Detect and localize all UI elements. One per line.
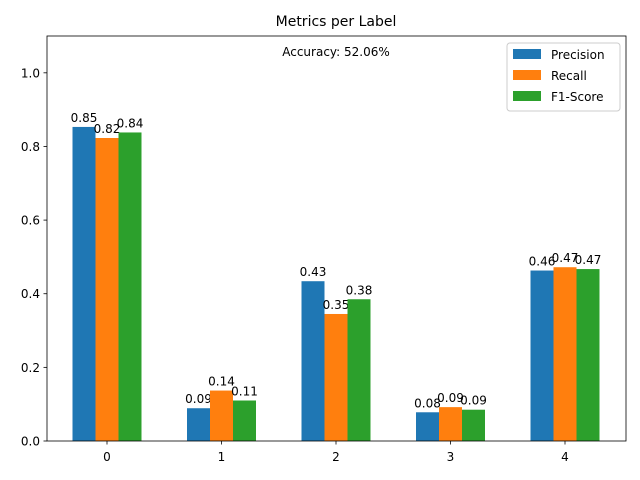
legend-label-recall: Recall xyxy=(551,69,587,83)
bar-precision-1 xyxy=(187,408,210,441)
bar-f1-score-1 xyxy=(233,400,256,441)
bar-precision-0 xyxy=(72,126,96,441)
legend-swatch-f1-score xyxy=(513,91,541,101)
bar-label-recall-2: 0.35 xyxy=(323,298,350,312)
y-tick-label: 0.6 xyxy=(21,214,40,228)
legend-label-f1-score: F1-Score xyxy=(551,90,603,104)
x-tick-label: 4 xyxy=(561,450,569,464)
bar-precision-3 xyxy=(416,412,439,441)
legend: Precision Recall F1-Score xyxy=(506,42,621,112)
bar-label-f1-score-0: 0.84 xyxy=(117,116,144,130)
y-tick-label: 0.2 xyxy=(21,361,40,375)
accuracy-annotation: Accuracy: 52.06% xyxy=(282,45,390,59)
bar-recall-3 xyxy=(439,407,462,441)
y-tick-label: 1.0 xyxy=(21,66,40,80)
y-tick-label: 0.0 xyxy=(21,435,40,449)
bar-label-f1-score-1: 0.11 xyxy=(231,385,258,399)
bar-label-recall-0: 0.82 xyxy=(94,122,121,136)
bar-f1-score-3 xyxy=(462,409,485,441)
chart-title: Metrics per Label xyxy=(276,14,397,30)
bar-label-f1-score-4: 0.47 xyxy=(575,253,602,267)
bar-label-recall-3: 0.09 xyxy=(437,391,464,405)
bar-label-precision-4: 0.46 xyxy=(529,255,556,269)
bar-label-precision-1: 0.09 xyxy=(185,392,212,406)
legend-swatch-precision xyxy=(513,49,541,59)
x-tick-label: 0 xyxy=(103,450,111,464)
bar-recall-2 xyxy=(324,313,348,441)
legend-swatch-recall xyxy=(513,70,541,80)
bar-precision-2 xyxy=(301,281,325,441)
bar-label-f1-score-2: 0.38 xyxy=(346,283,373,297)
x-tick-label: 1 xyxy=(218,450,226,464)
bar-f1-score-2 xyxy=(347,299,371,441)
bar-label-f1-score-3: 0.09 xyxy=(460,394,487,408)
axes-frame xyxy=(46,35,627,442)
bar-label-precision-2: 0.43 xyxy=(300,265,327,279)
bar-recall-1 xyxy=(210,390,233,441)
bar-f1-score-4 xyxy=(576,269,600,441)
bar-recall-4 xyxy=(553,267,577,441)
legend-label-precision: Precision xyxy=(551,48,605,62)
y-tick-label: 0.8 xyxy=(21,140,40,154)
y-tick-label: 0.4 xyxy=(21,287,40,301)
bar-f1-score-0 xyxy=(118,132,142,441)
plot-area: 0.850.090.430.080.460.820.140.350.090.47… xyxy=(21,35,627,464)
bar-label-precision-3: 0.08 xyxy=(414,396,441,410)
bar-precision-4 xyxy=(530,270,554,441)
x-tick-label: 3 xyxy=(447,450,455,464)
bar-label-recall-1: 0.14 xyxy=(208,375,235,389)
bar-label-precision-0: 0.85 xyxy=(71,111,98,125)
bar-label-recall-4: 0.47 xyxy=(552,251,579,265)
bar-recall-0 xyxy=(95,137,119,442)
x-tick-label: 2 xyxy=(332,450,340,464)
